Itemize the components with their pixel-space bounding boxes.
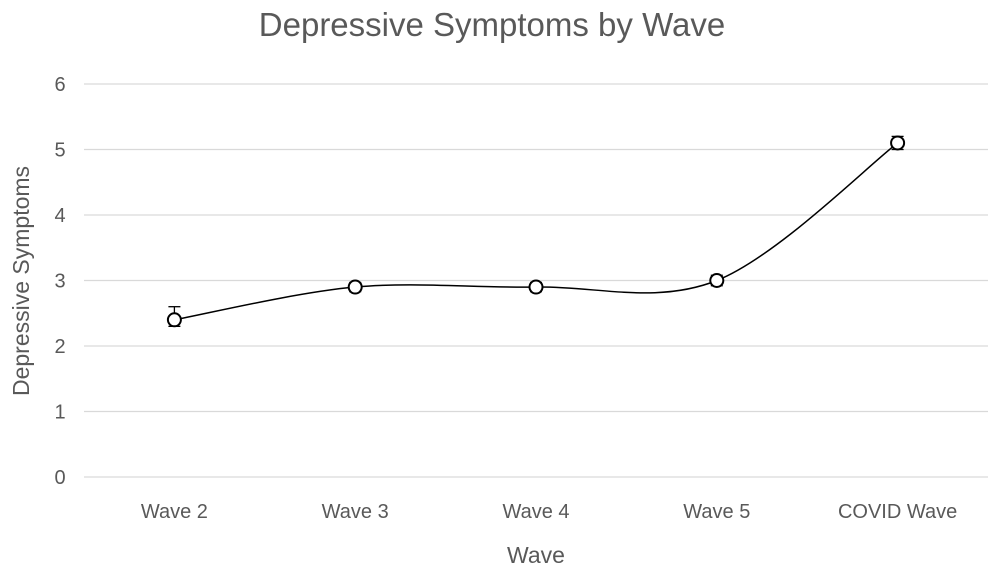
y-tick-label: 3 [54,271,65,293]
x-tick-label: Wave 4 [502,501,569,523]
y-tick-label: 4 [54,205,65,227]
x-axis-title: Wave [507,542,565,568]
data-point [528,279,544,295]
gridlines [84,83,988,478]
y-tick-label: 6 [54,74,65,96]
x-tick-label: Wave 3 [322,501,389,523]
data-point [347,279,363,295]
x-tick-label: Wave 2 [141,501,208,523]
x-tick-label: COVID Wave [838,501,957,523]
y-tick-label: 0 [54,467,65,489]
data-point [890,135,906,151]
x-tick-label: Wave 5 [683,501,750,523]
y-axis-title: Depressive Symptoms [8,166,34,396]
chart-title: Depressive Symptoms by Wave [259,6,725,43]
data-point [166,312,182,328]
x-axis-ticks: Wave 2 Wave 3 Wave 4 Wave 5 COVID Wave [141,501,957,523]
y-axis-ticks: 0 1 2 3 4 5 6 [54,74,65,489]
y-tick-label: 1 [54,402,65,424]
y-tick-label: 5 [54,140,65,162]
data-point [709,273,725,288]
series-layer [166,135,906,328]
y-tick-label: 2 [54,336,65,358]
